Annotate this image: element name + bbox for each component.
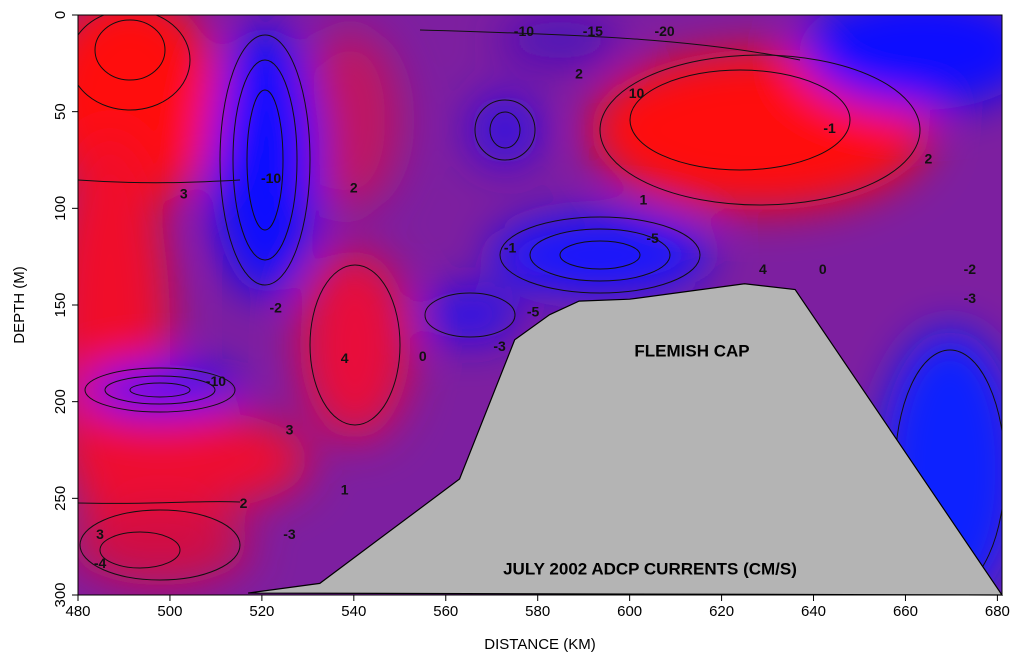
annotation: JULY 2002 ADCP CURRENTS (CM/S) [503,559,797,578]
annotation: FLEMISH CAP [634,341,749,360]
contour-label: -5 [527,303,540,319]
contour-label: 0 [819,261,827,277]
contour-label: 3 [286,421,294,437]
contour-label: -2 [964,261,977,277]
x-tick-label: 560 [433,603,458,620]
contour-label: -5 [646,230,659,246]
contour-label: 2 [925,151,933,167]
contour-label: 2 [350,180,358,196]
x-tick-label: 500 [157,603,182,620]
chart: -10-10-5-510-10-15-202-140-331-323-2-32-… [0,0,1019,658]
x-tick-label: 640 [801,603,826,620]
x-tick-label: 660 [893,603,918,620]
contour-label: -20 [654,23,674,39]
contour-label: 2 [240,495,248,511]
x-tick-label: 480 [65,603,90,620]
y-tick-label: 300 [52,582,69,607]
contour-label: 4 [759,261,767,277]
contour-label: -10 [261,170,281,186]
x-tick-label: 520 [249,603,274,620]
contour-label: 0 [419,348,427,364]
contour-label: 4 [341,350,349,366]
contour-label: 3 [180,186,188,202]
x-tick-label: 540 [341,603,366,620]
contour-label: 3 [96,526,104,542]
x-tick-label: 680 [985,603,1010,620]
y-axis-label: DEPTH (M) [11,266,28,344]
contour-label: 1 [640,191,648,207]
x-tick-label: 620 [709,603,734,620]
contour-label: -3 [283,526,296,542]
x-tick-label: 580 [525,603,550,620]
y-tick-label: 100 [52,196,69,221]
contour-label: -3 [493,338,506,354]
contour-label: 10 [629,85,645,101]
y-tick-label: 150 [52,292,69,317]
contour-label: -4 [94,555,107,571]
contour-label: -2 [269,300,282,316]
contour-label: -10 [206,373,226,389]
contour-label: 2 [575,66,583,82]
contour-label: 1 [341,481,349,497]
contour-label: -15 [583,23,603,39]
y-tick-label: 250 [52,486,69,511]
contour-label: -3 [964,290,977,306]
y-tick-label: 0 [52,11,69,19]
x-tick-label: 600 [617,603,642,620]
contour-label: -1 [504,240,517,256]
y-tick-label: 50 [52,103,69,120]
y-tick-label: 200 [52,389,69,414]
contour-label: -1 [823,120,836,136]
x-axis-label: DISTANCE (KM) [484,636,595,653]
contour-label: -10 [514,23,534,39]
